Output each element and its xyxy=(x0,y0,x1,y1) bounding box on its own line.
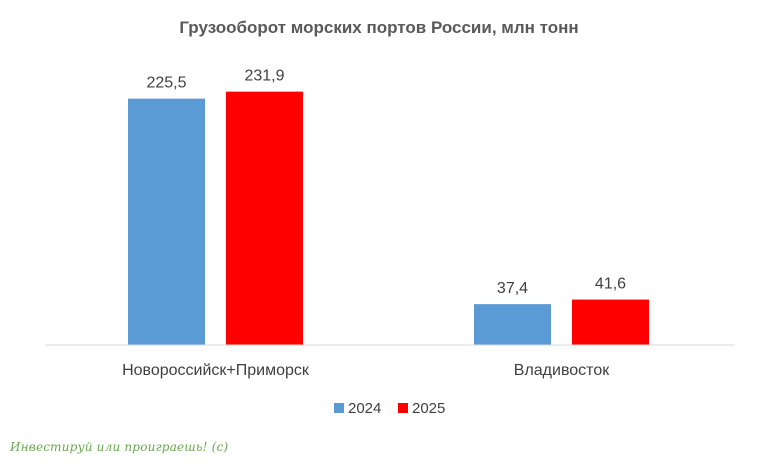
bar-2024-1 xyxy=(474,304,551,345)
bar-2024-0 xyxy=(128,98,205,346)
watermark-text: Инвестируй или проиграешь! (с) xyxy=(10,440,229,454)
data-label-2025-1: 41,6 xyxy=(595,276,626,293)
bars-group: 225,5 231,9 37,4 41,6 xyxy=(128,68,649,346)
chart-title: Грузооборот морских портов России, млн т… xyxy=(179,18,578,37)
bar-2025-0 xyxy=(226,91,303,345)
legend-swatch-2025 xyxy=(398,403,408,413)
legend-label-2025: 2025 xyxy=(412,400,445,417)
legend: 2024 2025 xyxy=(334,400,445,417)
category-label-1: Владивосток xyxy=(514,362,610,379)
category-labels: Новороссийск+Приморск Владивосток xyxy=(122,362,610,379)
data-label-2025-0: 231,9 xyxy=(244,68,284,85)
legend-label-2024: 2024 xyxy=(348,400,381,417)
data-label-2024-0: 225,5 xyxy=(146,75,186,92)
data-label-2024-1: 37,4 xyxy=(497,280,528,297)
legend-swatch-2024 xyxy=(334,403,344,413)
bar-2025-1 xyxy=(572,299,649,345)
category-label-0: Новороссийск+Приморск xyxy=(122,362,310,379)
